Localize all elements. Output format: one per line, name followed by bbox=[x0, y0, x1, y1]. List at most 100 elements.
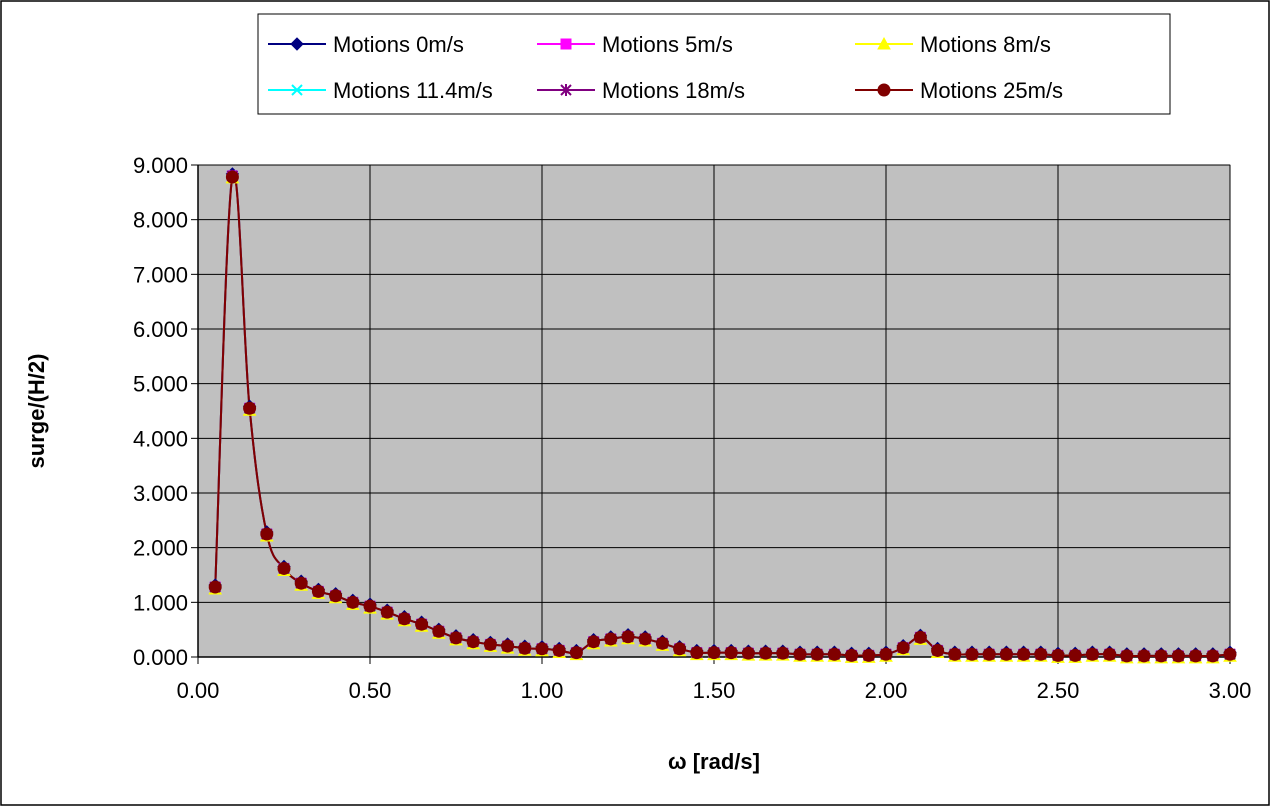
legend-marker-triangle bbox=[877, 36, 891, 50]
data-point-circle bbox=[1034, 647, 1048, 661]
data-point-circle bbox=[1120, 649, 1134, 663]
legend: Motions 0m/s Motions 5m/s Motions 8m/s Moti… bbox=[257, 13, 1171, 115]
data-point-circle bbox=[655, 636, 669, 650]
data-point-circle bbox=[999, 647, 1013, 661]
legend-item: Motions 11.4m/s bbox=[268, 78, 493, 103]
data-point-circle bbox=[1051, 648, 1065, 662]
data-point-circle bbox=[363, 599, 377, 613]
legend-marker-star bbox=[560, 84, 572, 96]
data-point-circle bbox=[346, 595, 360, 609]
y-tick-label: 8.000 bbox=[133, 208, 188, 233]
data-point-circle bbox=[793, 647, 807, 661]
y-axis-title: surge/(H/2) bbox=[24, 354, 49, 469]
data-point-circle bbox=[759, 646, 773, 660]
y-tick-label: 6.000 bbox=[133, 317, 188, 342]
data-point-circle bbox=[896, 641, 910, 655]
y-tick-label: 1.000 bbox=[133, 590, 188, 615]
data-point-circle bbox=[1189, 649, 1203, 663]
data-point-circle bbox=[707, 646, 721, 660]
data-point-circle bbox=[432, 624, 446, 638]
marker-layer bbox=[208, 167, 1237, 664]
legend-item: Motions 18m/s bbox=[537, 78, 745, 103]
y-tick-label: 2.000 bbox=[133, 536, 188, 561]
data-point-circle bbox=[741, 646, 755, 660]
data-point-circle bbox=[965, 647, 979, 661]
data-point-circle bbox=[552, 643, 566, 657]
legend-marker-circle bbox=[877, 83, 891, 97]
data-point-circle bbox=[879, 647, 893, 661]
legend-item: Motions 8m/s bbox=[855, 32, 1051, 57]
legend-item: Motions 5m/s bbox=[537, 32, 733, 57]
y-tick-label: 9.000 bbox=[133, 153, 188, 178]
data-point-circle bbox=[277, 561, 291, 575]
data-point-circle bbox=[638, 632, 652, 646]
data-point-circle bbox=[260, 527, 274, 541]
x-tick-label: 0.50 bbox=[349, 678, 392, 703]
gridlines bbox=[198, 164, 1231, 657]
data-point-circle bbox=[1068, 648, 1082, 662]
legend-marker-x bbox=[291, 84, 303, 96]
data-point-circle bbox=[982, 647, 996, 661]
y-tick-label: 7.000 bbox=[133, 262, 188, 287]
data-point-circle bbox=[1171, 649, 1185, 663]
data-point-circle bbox=[862, 648, 876, 662]
data-point-circle bbox=[673, 642, 687, 656]
legend-label: Motions 11.4m/s bbox=[333, 78, 493, 103]
data-point-circle bbox=[397, 612, 411, 626]
x-tick-label: 1.50 bbox=[693, 678, 736, 703]
legend-item: Motions 0m/s bbox=[268, 32, 464, 57]
y-tick-label: 0.000 bbox=[133, 645, 188, 670]
data-point-circle bbox=[1103, 647, 1117, 661]
data-point-circle bbox=[1017, 647, 1031, 661]
legend-label: Motions 5m/s bbox=[602, 32, 733, 57]
data-point-circle bbox=[845, 648, 859, 662]
data-point-circle bbox=[776, 646, 790, 660]
data-point-circle bbox=[604, 632, 618, 646]
x-tick-label: 0.00 bbox=[177, 678, 220, 703]
data-point-circle bbox=[243, 401, 257, 415]
data-point-circle bbox=[518, 641, 532, 655]
data-point-circle bbox=[294, 576, 308, 590]
data-point-circle bbox=[913, 630, 927, 644]
data-point-circle bbox=[569, 646, 583, 660]
data-point-circle bbox=[449, 631, 463, 645]
x-tick-label: 1.00 bbox=[521, 678, 564, 703]
data-point-circle bbox=[827, 647, 841, 661]
legend-marker-diamond bbox=[290, 37, 304, 51]
data-point-circle bbox=[501, 639, 515, 653]
data-point-circle bbox=[1206, 649, 1220, 663]
data-point-circle bbox=[1137, 649, 1151, 663]
data-point-circle bbox=[329, 589, 343, 603]
data-point-circle bbox=[810, 647, 824, 661]
data-point-circle bbox=[587, 635, 601, 649]
data-point-circle bbox=[948, 647, 962, 661]
legend-marker-square bbox=[560, 38, 572, 50]
legend-label: Motions 8m/s bbox=[920, 32, 1051, 57]
y-tick-label: 4.000 bbox=[133, 426, 188, 451]
y-tick-label: 3.000 bbox=[133, 481, 188, 506]
data-point-circle bbox=[380, 605, 394, 619]
data-point-circle bbox=[724, 646, 738, 660]
legend-label: Motions 25m/s bbox=[920, 78, 1063, 103]
data-point-circle bbox=[225, 170, 239, 184]
legend-item: Motions 25m/s bbox=[855, 78, 1063, 103]
data-point-circle bbox=[1223, 647, 1237, 661]
data-point-circle bbox=[931, 643, 945, 657]
x-tick-label: 2.00 bbox=[865, 678, 908, 703]
data-point-circle bbox=[1085, 647, 1099, 661]
x-tick-label: 2.50 bbox=[1037, 678, 1080, 703]
x-tick-label: 3.00 bbox=[1209, 678, 1252, 703]
y-tick-label: 5.000 bbox=[133, 372, 188, 397]
data-point-circle bbox=[311, 584, 325, 598]
data-point-circle bbox=[621, 630, 635, 644]
legend-label: Motions 18m/s bbox=[602, 78, 745, 103]
data-point-circle bbox=[208, 580, 222, 594]
legend-box bbox=[257, 13, 1171, 115]
data-point-circle bbox=[466, 635, 480, 649]
data-point-circle bbox=[1154, 649, 1168, 663]
data-point-circle bbox=[690, 646, 704, 660]
x-axis-title: ω [rad/s] bbox=[668, 749, 760, 774]
legend-label: Motions 0m/s bbox=[333, 32, 464, 57]
data-point-circle bbox=[535, 642, 549, 656]
